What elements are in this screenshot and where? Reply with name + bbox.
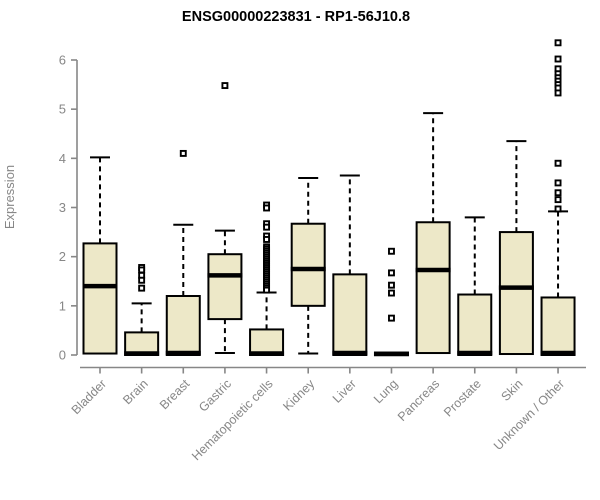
y-tick-label: 1 [59, 298, 66, 313]
y-tick-label: 6 [59, 53, 66, 68]
chart-title: ENSG00000223831 - RP1-56J10.8 [182, 9, 410, 25]
x-tick-label: Breast [157, 376, 193, 412]
box-series [82, 39, 576, 357]
outlier-point [388, 289, 395, 297]
outlier-point [554, 196, 562, 204]
box [165, 295, 201, 356]
box [332, 273, 368, 356]
outlier-point [388, 269, 395, 277]
x-tick-label: Brain [120, 377, 151, 408]
outlier-point [221, 82, 229, 90]
y-tick-label: 2 [59, 249, 66, 264]
outlier-point [554, 55, 562, 63]
x-tick-label: Bladder [69, 377, 109, 417]
x-tick-label: Gastric [196, 377, 234, 415]
y-tick-label: 3 [59, 200, 66, 215]
x-tick-label: Pancreas [395, 377, 442, 424]
outlier-point [263, 223, 271, 231]
outlier-point [388, 314, 395, 322]
outlier-point [554, 89, 562, 97]
y-tick-label: 4 [59, 151, 66, 166]
outlier-point [554, 159, 562, 167]
y-axis-title: Expression [2, 165, 17, 229]
x-tick-label: Kidney [280, 376, 317, 413]
box [82, 242, 118, 355]
x-tick-label: Unknown / Other [491, 377, 567, 453]
outlier-point [388, 281, 395, 289]
outlier-point [554, 179, 562, 187]
outlier-point [263, 236, 271, 243]
x-tick-label: Lung [371, 377, 401, 407]
outlier-point [388, 247, 395, 255]
outlier-point [179, 149, 187, 157]
outlier-point [263, 204, 271, 212]
box [457, 293, 493, 356]
outlier-point [554, 39, 562, 47]
box [207, 253, 243, 321]
box [415, 221, 451, 355]
box [249, 328, 285, 356]
outlier-point [554, 189, 562, 197]
y-tick-label: 5 [59, 102, 66, 117]
outlier-point [554, 205, 562, 213]
x-tick-label: Skin [498, 377, 525, 404]
x-tick-label: Liver [330, 377, 359, 406]
outlier-point [263, 286, 271, 294]
x-tick-label: Prostate [441, 377, 484, 420]
y-tick-label: 0 [59, 348, 66, 363]
outlier-point [138, 284, 146, 292]
box [540, 296, 576, 357]
outlier-point [138, 266, 146, 274]
x-tick-label: Hematopoietic cells [189, 377, 276, 464]
box [498, 231, 534, 356]
outlier-point [138, 276, 146, 284]
box [290, 222, 326, 307]
